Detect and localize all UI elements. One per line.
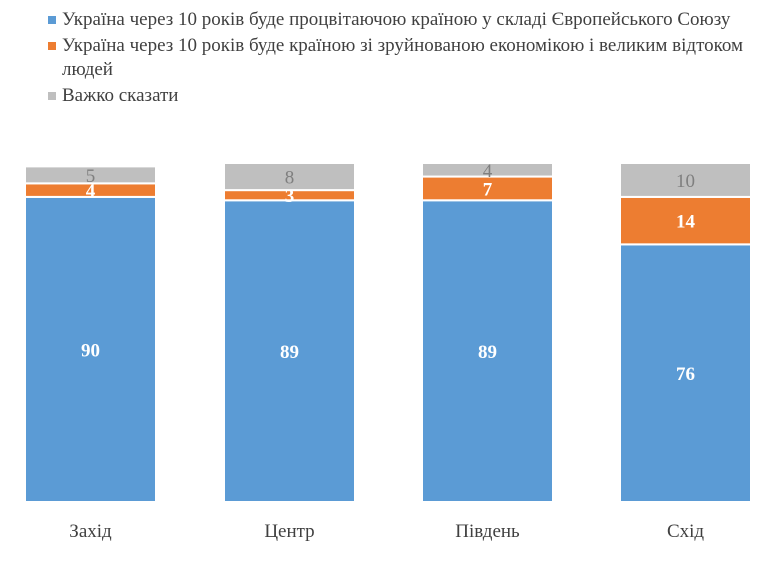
- data-label: 10: [676, 171, 695, 192]
- legend-swatch: [48, 42, 56, 50]
- data-label: 76: [676, 364, 695, 385]
- legend-item-eu-prosperity: Україна через 10 років буде процвітаючою…: [48, 8, 768, 32]
- category-label: Захід: [69, 521, 112, 542]
- data-label: 89: [478, 342, 497, 363]
- data-label: 89: [280, 342, 299, 363]
- category-label: Схід: [667, 521, 704, 542]
- data-label: 14: [676, 212, 696, 233]
- category-label: Південь: [455, 521, 520, 542]
- legend: Україна через 10 років буде процвітаючою…: [48, 8, 768, 110]
- legend-label: Україна через 10 років буде країною зі з…: [62, 35, 744, 80]
- data-label: 4: [483, 161, 493, 182]
- data-label: 8: [285, 168, 295, 189]
- legend-item-hard-to-say: Важко сказати: [48, 84, 768, 108]
- data-label: 90: [81, 340, 100, 361]
- data-label: 7: [483, 179, 493, 200]
- bar-segment: [223, 199, 356, 503]
- bar-segment: [24, 195, 157, 503]
- legend-swatch: [48, 92, 56, 100]
- bar-segment: [619, 162, 752, 198]
- legend-item-ruined-economy: Україна через 10 років буде країною зі з…: [48, 34, 768, 82]
- legend-label: Україна через 10 років буде процвітаючою…: [62, 9, 731, 30]
- data-label: 5: [86, 166, 96, 187]
- data-label: 3: [285, 186, 295, 207]
- category-label: Центр: [264, 521, 314, 542]
- bar-segment: [619, 195, 752, 246]
- legend-label: Важко сказати: [62, 85, 179, 106]
- data-label: 4: [86, 181, 96, 202]
- bar-segment: [24, 165, 157, 185]
- bar-segment: [421, 162, 554, 178]
- bar-segment: [619, 243, 752, 504]
- bar-segment: [421, 199, 554, 503]
- legend-swatch: [48, 16, 56, 24]
- bar-segment: [223, 162, 356, 192]
